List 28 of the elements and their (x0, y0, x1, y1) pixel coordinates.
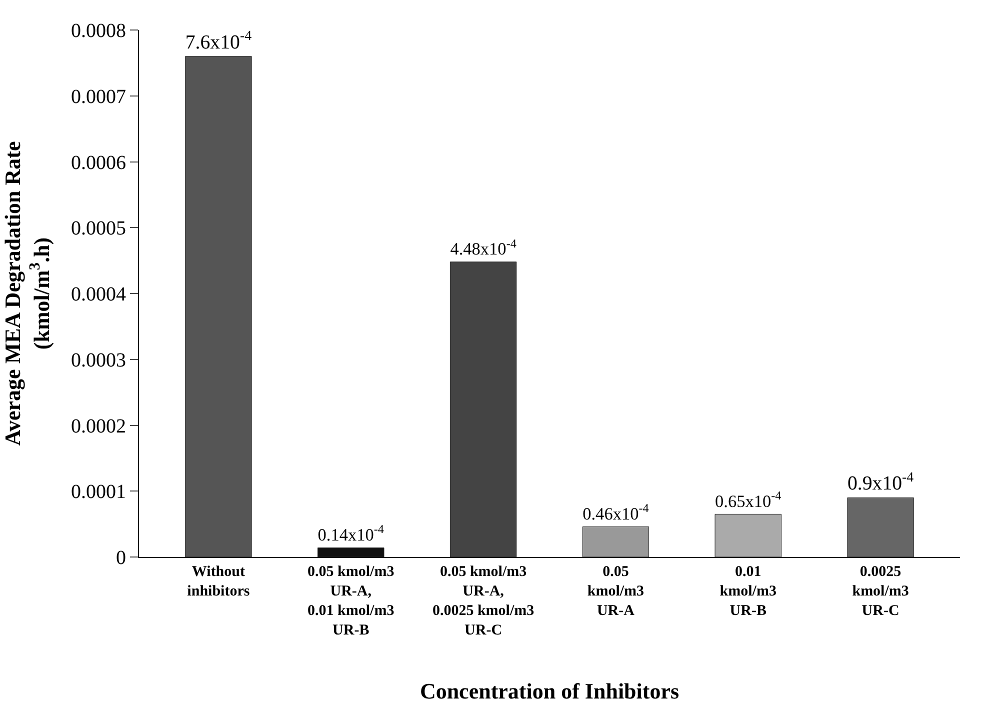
bar (714, 514, 782, 557)
data-label: 0.14x10$^{-4}$ (318, 522, 384, 544)
y-tick-label: 0.0008 (71, 20, 126, 42)
bar (185, 56, 252, 557)
data-label: 4.48x10$^{-4}$ (450, 236, 516, 259)
bar (847, 497, 914, 557)
x-tick-label: 0.01 kmol/m3 UR-B (720, 564, 776, 619)
y-tick-label: 0.0005 (71, 218, 126, 240)
y-tick-label: 0.0007 (71, 86, 126, 108)
y-tick-label: 0.0006 (71, 152, 126, 174)
y-tick-label: 0.0002 (71, 415, 126, 438)
y-tick-label: 0.0003 (71, 349, 126, 372)
data-label: 0.46x10$^{-4}$ (582, 501, 649, 524)
data-label: 7.6x10$^{-4}$ (185, 29, 252, 54)
bar (318, 548, 384, 557)
x-tick-label: 0.05 kmol/m3 UR-A, 0.0025 kmol/m3 UR-C (432, 564, 534, 638)
x-tick-label: Without inhibitors (187, 564, 250, 600)
y-tick-label: 0 (116, 547, 126, 569)
x-tick-label: 0.0025 kmol/m3 UR-C (852, 564, 909, 619)
data-label: 0.65x10$^{-4}$ (715, 488, 782, 511)
x-axis-title: Concentration of Inhibitors (420, 678, 680, 704)
bar (450, 262, 517, 557)
y-tick-label: 0.0004 (71, 284, 126, 306)
bar (582, 526, 650, 557)
y-tick-label: 0.0001 (71, 481, 126, 504)
x-tick-label: 0.05 kmol/m3 UR-A, 0.01 kmol/m3 UR-B (308, 564, 394, 638)
data-label: 0.9x10$^{-4}$ (847, 470, 914, 495)
x-tick-label: 0.05 kmol/m3 UR-A (587, 564, 644, 619)
